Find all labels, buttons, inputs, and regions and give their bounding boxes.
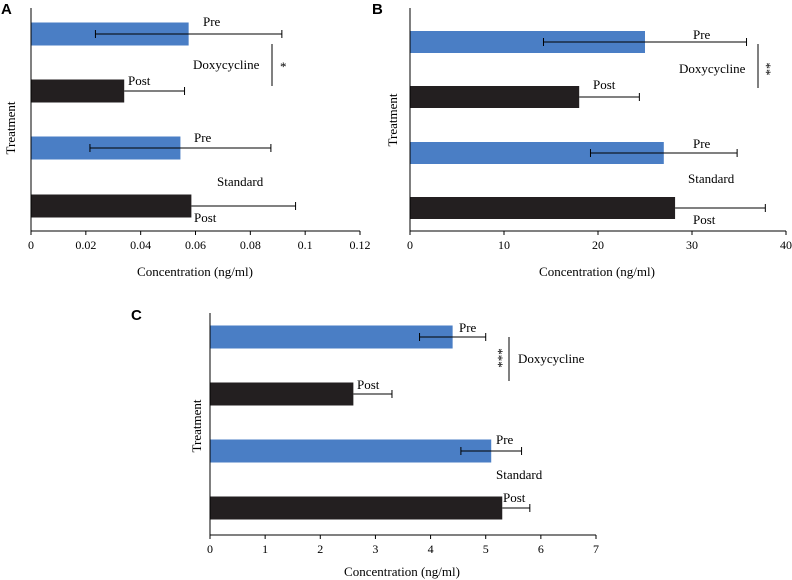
panel-c-xtick-label: 4: [428, 542, 434, 556]
panel-c-group-doxycycline: Doxycycline: [518, 351, 585, 366]
panel-c-xlabel: Concentration (ng/ml): [344, 564, 460, 579]
panel-b-group-doxycycline: Doxycycline: [679, 61, 746, 76]
panel-c-xtick-label: 0: [207, 542, 213, 556]
panel-b: B Treatment 0 10 20 30 40 Concentration (ng/…: [372, 1, 792, 279]
panel-b-xlabel: Concentration (ng/ml): [539, 264, 655, 279]
panel-b-ylabel: Treatment: [385, 93, 400, 146]
panel-a-label: A: [1, 1, 12, 18]
panel-c-bars: [210, 325, 531, 520]
panel-c: C Treatment 0 1 2 3 4 5 6 7 Concentration (ng/m…: [131, 307, 599, 579]
panel-c-bar-2: [210, 382, 354, 406]
panel-b-significance: **: [759, 63, 774, 76]
panel-c-xtick-label: 1: [262, 542, 268, 556]
panel-a-xtick-label: 0.08: [240, 238, 261, 252]
panel-c-bar-label-2: Post: [357, 377, 380, 392]
panel-c-group-standard: Standard: [496, 467, 543, 482]
panel-b-bar-3: [410, 142, 664, 164]
panel-a-xtick-label: 0.02: [75, 238, 96, 252]
panel-b-xtick-label: 20: [592, 238, 604, 252]
panel-c-xtick-label: 6: [538, 542, 544, 556]
panel-b-label: B: [372, 1, 383, 18]
panel-a-bar-4: [31, 194, 192, 218]
panel-c-xtick-label: 3: [372, 542, 378, 556]
panel-a-bar-label-4: Post: [194, 210, 217, 225]
panel-a-bar-label-2: Post: [128, 73, 151, 88]
panel-c-xtick-label: 2: [317, 542, 323, 556]
panel-a-group-doxycycline: Doxycycline: [193, 57, 260, 72]
panel-b-bar-label-3: Pre: [693, 136, 711, 151]
panel-b-bar-label-4: Post: [693, 212, 716, 227]
panel-c-bar-label-1: Pre: [459, 320, 477, 335]
panel-b-bar-label-2: Post: [593, 77, 616, 92]
panel-a-group-standard: Standard: [217, 174, 264, 189]
panel-a-xtick-label: 0.06: [185, 238, 206, 252]
panel-c-ylabel: Treatment: [189, 399, 204, 452]
panel-c-bar-1: [210, 325, 453, 349]
panel-a-ticks: 0 0.02 0.04 0.06 0.08 0.1 0.12: [28, 231, 371, 252]
panel-b-bar-2: [410, 86, 580, 108]
panel-b-ticks: 0 10 20 30 40: [407, 231, 792, 252]
panel-c-xtick-label: 5: [483, 542, 489, 556]
panel-a: A Treatment 0 0.02 0.04 0.06 0.08 0.1 0.12 Con…: [1, 1, 371, 279]
panel-a-bar-2: [31, 79, 125, 103]
panel-c-bar-label-4: Post: [503, 490, 526, 505]
panel-c-bar-4: [210, 496, 503, 520]
panel-a-xtick-label: 0: [28, 238, 34, 252]
panel-b-xtick-label: 10: [498, 238, 510, 252]
panel-a-xlabel: Concentration (ng/ml): [137, 264, 253, 279]
panel-b-xtick-label: 30: [686, 238, 698, 252]
panel-a-bars: [31, 22, 297, 218]
panel-a-bar-label-3: Pre: [194, 130, 212, 145]
panel-b-bar-label-1: Pre: [693, 27, 711, 42]
panel-c-ticks: 0 1 2 3 4 5 6 7: [207, 535, 599, 556]
panel-a-bar-label-1: Pre: [203, 14, 221, 29]
panel-c-label: C: [131, 307, 142, 324]
panel-b-xtick-label: 40: [780, 238, 792, 252]
panel-c-significance: ***: [491, 348, 506, 368]
panel-b-xtick-label: 0: [407, 238, 413, 252]
panel-a-xtick-label: 0.04: [130, 238, 151, 252]
panel-b-bars: [410, 31, 766, 219]
panel-c-bar-label-3: Pre: [496, 432, 514, 447]
panel-a-significance: *: [280, 59, 287, 74]
panel-c-xtick-label: 7: [593, 542, 599, 556]
panel-b-group-standard: Standard: [688, 171, 735, 186]
panel-a-xtick-label: 0.12: [350, 238, 371, 252]
panel-b-bar-4: [410, 197, 676, 219]
panel-a-xtick-label: 0.1: [298, 238, 313, 252]
panel-c-bar-3: [210, 439, 492, 463]
panel-b-bar-1: [410, 31, 645, 53]
panel-a-ylabel: Treatment: [3, 101, 18, 154]
